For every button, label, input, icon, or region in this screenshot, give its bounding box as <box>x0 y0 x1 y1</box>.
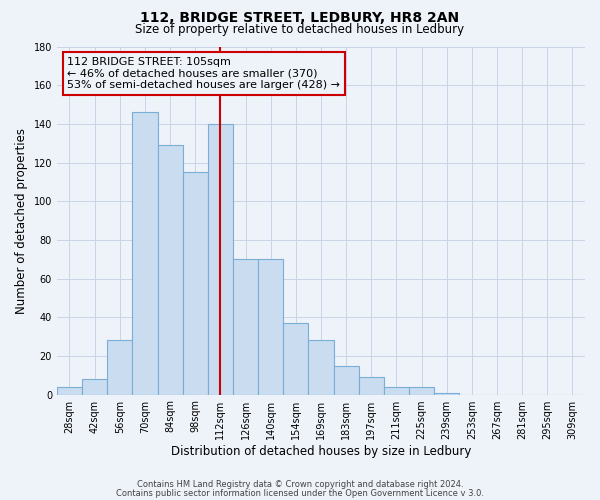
Bar <box>258 259 283 394</box>
Bar <box>283 323 308 394</box>
Bar <box>233 259 258 394</box>
Bar <box>208 124 233 394</box>
Bar <box>334 366 359 394</box>
Bar <box>182 172 208 394</box>
X-axis label: Distribution of detached houses by size in Ledbury: Distribution of detached houses by size … <box>171 444 471 458</box>
Text: Contains HM Land Registry data © Crown copyright and database right 2024.: Contains HM Land Registry data © Crown c… <box>137 480 463 489</box>
Bar <box>384 387 409 394</box>
Y-axis label: Number of detached properties: Number of detached properties <box>15 128 28 314</box>
Bar <box>308 340 334 394</box>
Bar <box>409 387 434 394</box>
Bar <box>158 145 182 394</box>
Bar <box>107 340 133 394</box>
Text: 112, BRIDGE STREET, LEDBURY, HR8 2AN: 112, BRIDGE STREET, LEDBURY, HR8 2AN <box>140 11 460 25</box>
Text: Size of property relative to detached houses in Ledbury: Size of property relative to detached ho… <box>136 22 464 36</box>
Bar <box>359 377 384 394</box>
Bar <box>434 392 459 394</box>
Text: Contains public sector information licensed under the Open Government Licence v : Contains public sector information licen… <box>116 488 484 498</box>
Text: 112 BRIDGE STREET: 105sqm
← 46% of detached houses are smaller (370)
53% of semi: 112 BRIDGE STREET: 105sqm ← 46% of detac… <box>67 57 340 90</box>
Bar <box>82 379 107 394</box>
Bar <box>133 112 158 395</box>
Bar <box>57 387 82 394</box>
